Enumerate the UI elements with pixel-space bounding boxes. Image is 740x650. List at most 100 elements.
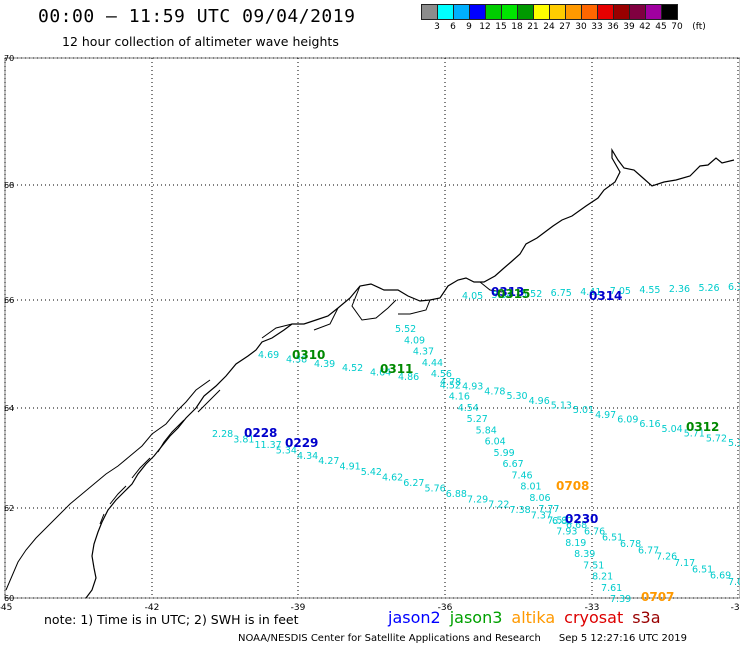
legend-jason2: jason2	[388, 608, 441, 627]
pass-label: 0707	[641, 590, 674, 604]
grid-lines	[4, 57, 740, 599]
swh-value: 4.93	[462, 382, 483, 393]
color-scale-label: 27	[559, 22, 571, 32]
swh-value: 4.05	[462, 291, 483, 302]
swh-value: 6.16	[639, 419, 660, 430]
swh-value: 6.51	[692, 564, 713, 575]
pass-label: 0228	[244, 426, 277, 440]
color-scale-label: (ft)	[692, 22, 706, 32]
lon-label: -42	[145, 603, 160, 613]
swh-value: 5.30	[506, 391, 527, 402]
swh-value: 4.39	[314, 359, 335, 370]
color-scale-label: 30	[575, 22, 587, 32]
swh-value: 4.41	[580, 287, 601, 298]
swh-value: 7.17	[674, 558, 695, 569]
satellite-tracks: 2.28 3.81 11.375.34 4.34 4.27 4.91 5.42 4.62 6.2…	[212, 282, 740, 605]
lon-label: -36	[438, 603, 453, 613]
pass-label: 0708	[556, 479, 589, 493]
greenland-coastline	[85, 147, 735, 599]
legend-jason3: jason3	[449, 608, 503, 627]
swh-value: 6.68	[566, 520, 587, 531]
swh-value: 5.13	[551, 400, 572, 411]
lat-label: 64	[4, 404, 14, 413]
map-footer: NOAA/NESDIS Center for Satellite Applica…	[238, 633, 687, 644]
swh-value: 5.52	[395, 324, 416, 335]
swh-value: 8.21	[592, 572, 613, 583]
swh-value: 4.54	[458, 403, 479, 414]
color-scale-label: 3	[434, 22, 440, 32]
map-frame	[4, 57, 740, 599]
swh-value: 4.91	[340, 462, 361, 473]
swh-value: 2.36	[669, 284, 690, 295]
legend-altika: altika	[511, 608, 556, 627]
swh-value: 4.69	[258, 350, 279, 361]
swh-value: 8.06	[529, 493, 550, 504]
swh-value: 7.37	[531, 511, 552, 522]
pass-label: 0315	[497, 287, 530, 301]
swh-value: 4.38	[286, 354, 307, 365]
color-scale-label: 21	[527, 22, 539, 32]
swh-value: 7.77	[538, 504, 559, 515]
swh-value: 6.76	[584, 526, 605, 537]
color-scale-label: 42	[639, 22, 651, 32]
pass-label: 0312	[686, 420, 719, 434]
lat-label: 60	[4, 594, 14, 603]
axis-labels: 70 68 66 64 62 60-45 -42 -39 -36 -33 -30	[0, 54, 740, 613]
swh-value: 7.46	[511, 470, 532, 481]
swh-value: 5.27	[467, 414, 488, 425]
color-scale-label: 45	[655, 22, 667, 32]
footer-org: NOAA/NESDIS Center for Satellite Applica…	[238, 633, 541, 644]
legend-cryosat: cryosat	[564, 608, 624, 627]
lon-label: -33	[585, 603, 600, 613]
pass-label: 0314	[589, 289, 622, 303]
swh-value: 6.30	[728, 282, 740, 293]
swh-value: 5.84	[476, 425, 497, 436]
swh-value: 6.67	[503, 459, 524, 470]
footer-timestamp: Sep 5 12:27:16 UTC 2019	[558, 633, 687, 644]
swh-value: 4.09	[404, 335, 425, 346]
swh-value: 7.61	[601, 583, 622, 594]
satellite-legend: jason2 jason3 altika cryosat s3a	[388, 608, 670, 627]
swh-value: 5.34	[492, 290, 513, 301]
pass-label: 0310	[292, 348, 325, 362]
swh-value: 5.04	[662, 424, 683, 435]
color-scale-label: 6	[450, 22, 456, 32]
swh-value: 7.53	[547, 515, 568, 526]
swh-value: 5.99	[494, 448, 515, 459]
swh-value: 8.39	[574, 549, 595, 560]
color-scale-label: 33	[591, 22, 603, 32]
swh-value: 7.93	[556, 527, 577, 538]
swh-value: 7.39	[610, 594, 631, 605]
swh-value: 8.19	[565, 538, 586, 549]
swh-value: 6.82	[552, 516, 573, 527]
lon-label: -45	[0, 603, 12, 613]
swh-value: 5.34	[276, 445, 297, 456]
lat-label: 62	[4, 504, 14, 513]
swh-value: 4.55	[639, 285, 660, 296]
lat-label: 68	[4, 181, 14, 190]
swh-value: 7.38	[510, 505, 531, 516]
swh-value: 7.51	[583, 560, 604, 571]
swh-value: 5.26	[698, 283, 719, 294]
map-title: 00:00 – 11:59 UTC 09/04/2019	[38, 6, 356, 27]
pass-label: 0311	[380, 362, 413, 376]
swh-value: 4.52	[440, 380, 461, 391]
swh-value: 4.86	[398, 372, 419, 383]
color-scale-label: 39	[623, 22, 635, 32]
swh-value: 3.81	[233, 434, 254, 445]
swh-value: 6.78	[620, 539, 641, 550]
lon-label: -39	[291, 603, 306, 613]
color-scale-label: 36	[607, 22, 619, 32]
swh-value: 4.64	[370, 368, 391, 379]
swh-value: 4.52	[342, 363, 363, 374]
swh-value: 4.37	[413, 347, 434, 358]
pass-label: 0230	[565, 512, 598, 526]
lon-label: -30	[731, 603, 740, 613]
color-scale-label: 18	[511, 22, 523, 32]
swh-value: 6.69	[710, 571, 731, 582]
swh-value: 7.05	[610, 286, 631, 297]
pass-label: 0313	[491, 285, 524, 299]
lat-label: 66	[4, 296, 14, 305]
color-scale-labels: 3 6 9 12 15 18 21 24 27 30 33 36 39 42 45 70 (ft)	[421, 22, 740, 34]
